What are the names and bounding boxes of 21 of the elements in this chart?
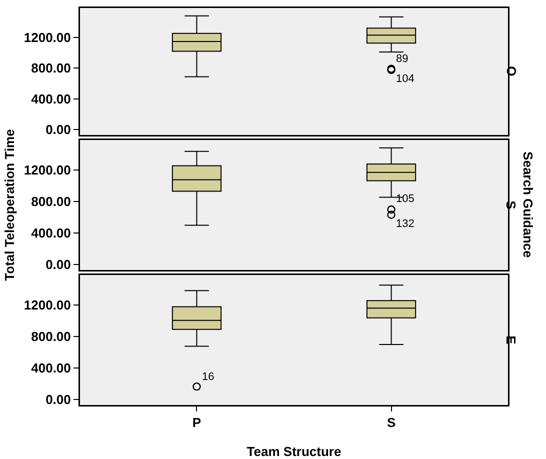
y-tick-label: 800.00	[31, 329, 71, 344]
y-tick-label: 0.00	[46, 122, 71, 138]
y-tick-label: 0.00	[46, 392, 71, 408]
y-tick-label: 400.00	[31, 91, 71, 106]
annotation: 16	[202, 371, 214, 383]
x-tick-label: P	[192, 415, 202, 430]
y-tick-label: 800.00	[31, 60, 71, 76]
y-tick-label: 800.00	[31, 194, 71, 209]
y-axis-title: Total Teleoperation Time	[2, 129, 18, 281]
y-tick-label: 0.00	[46, 257, 71, 272]
y-tick-label: 400.00	[31, 226, 71, 241]
annotation: 104	[396, 73, 414, 85]
text: Search Guidance	[520, 152, 536, 258]
x-axis-title: Team Structure	[246, 444, 342, 459]
y-tick-label: 1200.00	[24, 162, 71, 178]
y-tick-label: 1200.00	[24, 30, 71, 45]
annotation: 89	[396, 53, 408, 65]
annotation: 105	[396, 193, 414, 205]
y-tick-label: 400.00	[31, 360, 71, 376]
y-tick-label: 1200.00	[24, 297, 71, 312]
annotation: 132	[396, 218, 414, 230]
